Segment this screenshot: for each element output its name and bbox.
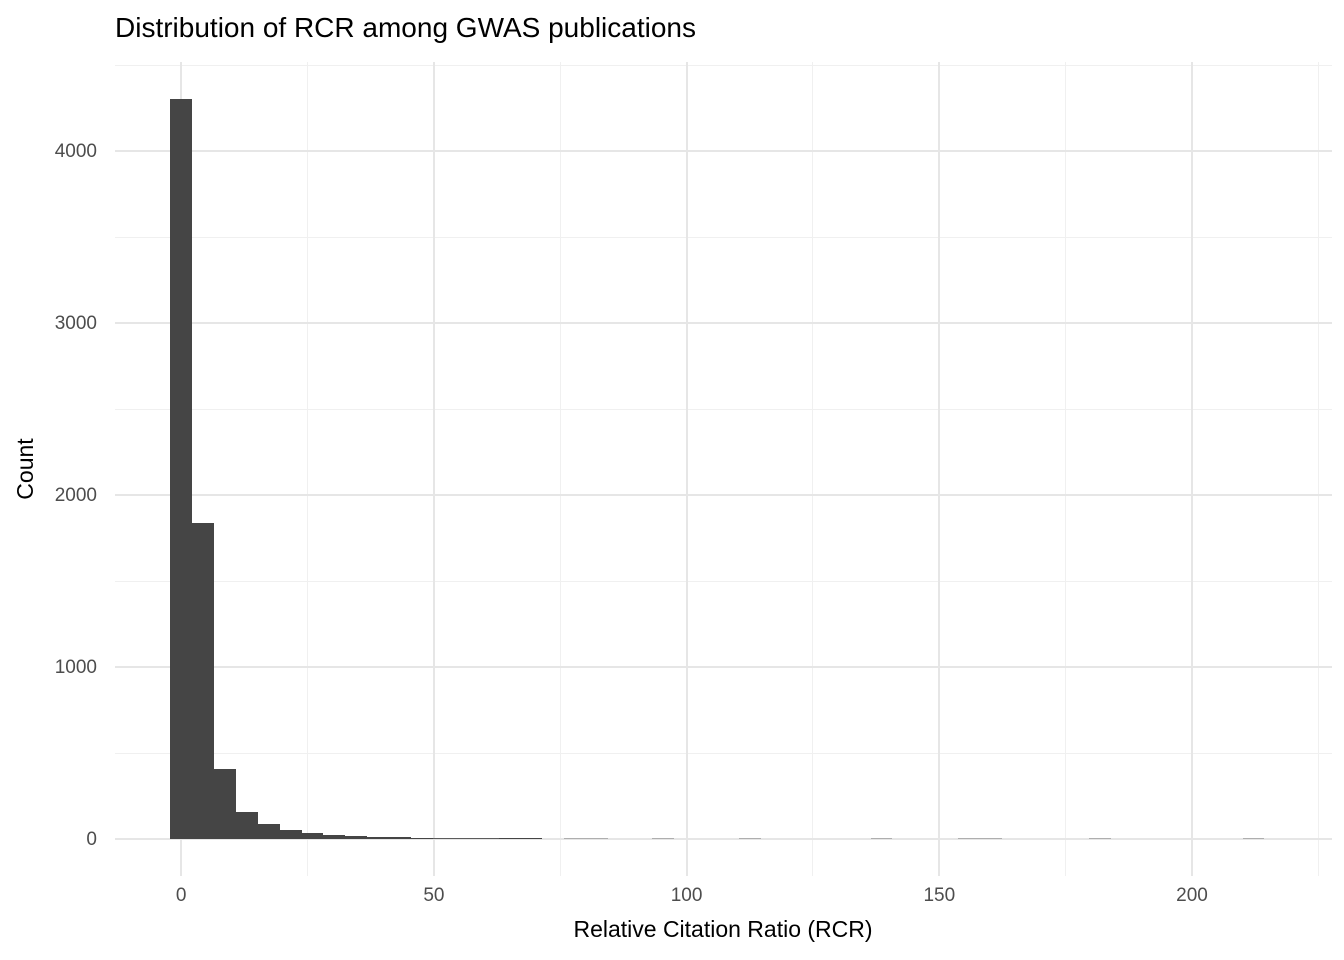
histogram-bar [257,824,280,839]
histogram-bar [323,835,346,840]
x-tick-label: 100 [670,885,703,906]
histogram-bar [586,838,608,840]
histogram-bar [389,836,411,840]
histogram-bar [498,837,521,840]
histogram-bar [170,99,193,839]
x-minor-gridline [812,62,814,876]
x-major-gridline [1191,62,1193,876]
x-tick-label: 0 [175,885,187,906]
x-tick-label: 200 [1176,885,1208,906]
histogram-bar [870,838,893,840]
x-tick-label: 50 [423,885,445,906]
histogram-bar [958,838,980,840]
y-tick-label: 2000 [54,484,97,506]
y-tick-label: 3000 [54,312,97,334]
histogram-bar [979,838,1002,840]
histogram-bar [301,833,324,840]
y-minor-gridline [115,408,1332,410]
histogram-bar [1242,838,1265,840]
y-tick-label: 4000 [54,140,97,162]
histogram-bar [651,838,674,840]
y-minor-gridline [115,580,1332,582]
histogram-bar [739,838,762,840]
y-major-gridline [115,150,1332,153]
histogram-bar [214,769,236,839]
y-major-gridline [115,838,1332,841]
y-axis-title: Count [12,438,38,500]
y-tick-label: 1000 [54,656,97,678]
y-tick-label: 0 [86,828,97,850]
histogram-bar [1089,838,1112,840]
x-major-gridline [685,62,688,876]
x-minor-gridline [1317,62,1319,876]
histogram-bar [432,838,455,840]
histogram-bar [235,811,258,840]
chart-title: Distribution of RCR among GWAS publicati… [115,12,696,43]
histogram-bar [520,837,543,840]
y-major-gridline [115,494,1332,497]
x-axis-title: Relative Citation Ratio (RCR) [573,916,873,942]
x-major-gridline [938,62,941,876]
x-minor-gridline [559,62,561,876]
histogram-bar [564,838,587,840]
histogram-bar [367,836,390,840]
y-major-gridline [115,666,1332,669]
histogram-bar [454,838,477,840]
histogram-bar [192,522,215,839]
histogram-bar [410,837,433,840]
y-minor-gridline [115,236,1332,238]
y-minor-gridline [115,752,1332,754]
histogram-bar [476,838,499,840]
x-tick-label: 150 [923,885,956,906]
y-major-gridline [115,322,1332,325]
histogram-bar [345,835,368,840]
x-major-gridline [432,62,435,876]
y-minor-gridline [115,64,1332,66]
x-minor-gridline [1065,62,1067,876]
histogram-bar [279,830,302,840]
x-minor-gridline [307,62,309,876]
